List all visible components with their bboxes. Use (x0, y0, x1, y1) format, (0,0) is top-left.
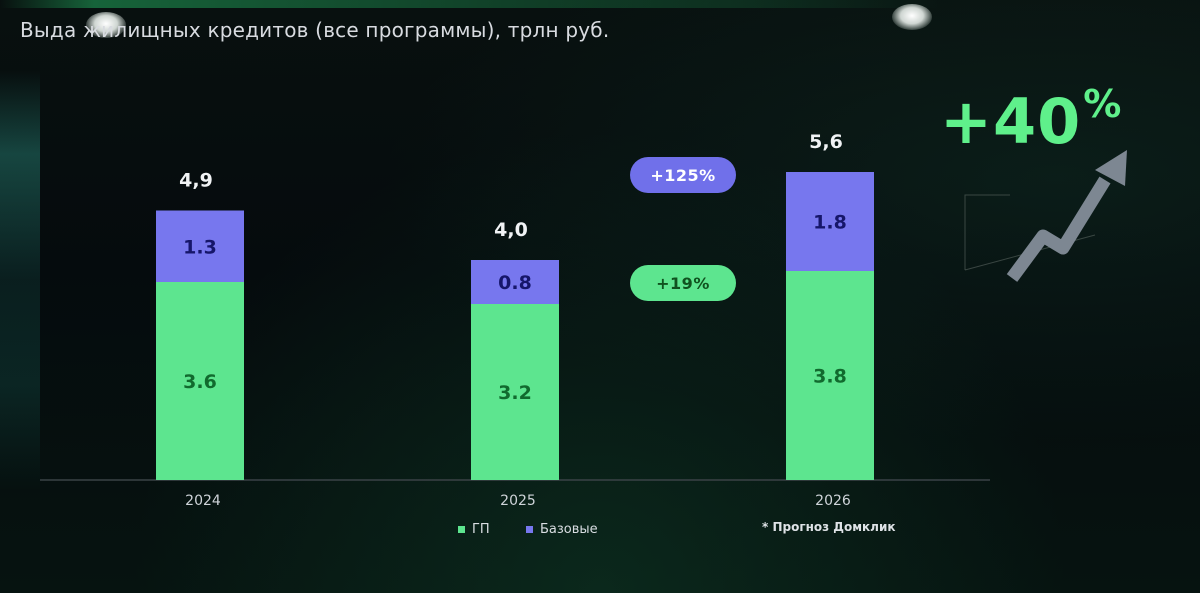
growth-badge: +40% (940, 82, 1122, 158)
stage-light-icon (892, 4, 932, 30)
x-tick-label: 2026 (815, 493, 851, 509)
bar-basic-2026 (786, 172, 874, 271)
bar-value-label: 3.2 (498, 382, 532, 404)
bar-value-label: 0.8 (498, 272, 532, 294)
legend-label-gp: ГП (472, 522, 490, 537)
x-tick-label: 2025 (500, 493, 536, 509)
bar-total-label: 4,9 (179, 170, 213, 192)
bar-value-label: 1.8 (813, 212, 847, 234)
bar-gp-2025 (471, 304, 559, 480)
bar-total-label: 4,0 (494, 219, 528, 241)
legend-label-basic: Базовые (540, 522, 598, 537)
bar-value-label: 3.8 (813, 366, 847, 388)
x-tick-label: 2024 (185, 493, 221, 509)
growth-badge-value: +40 (940, 85, 1082, 158)
bar-basic-2024 (156, 210, 244, 282)
legend-swatch-basic (526, 526, 533, 533)
forecast-footnote: * Прогноз Домклик (762, 520, 896, 534)
bar-value-label: 1.3 (183, 236, 217, 258)
growth-pill-gp: +19% (630, 265, 736, 301)
bar-gp-2026 (786, 271, 874, 480)
legend-item-basic: Базовые (526, 522, 598, 537)
trend-up-arrow-icon (964, 150, 1127, 282)
left-screen-glow (0, 70, 40, 490)
legend-swatch-gp (458, 526, 465, 533)
bar-basic-2025 (471, 260, 559, 304)
growth-pill-gp-label: +19% (656, 273, 710, 293)
bar-gp-2024 (156, 282, 244, 480)
stage-light-icon (86, 12, 126, 38)
bar-value-label: 3.6 (183, 371, 217, 393)
growth-pill-basic-label: +125% (650, 165, 716, 185)
top-accent-strip (0, 0, 940, 8)
legend-item-gp: ГП (458, 522, 490, 537)
bar-total-label: 5,6 (809, 131, 843, 153)
growth-badge-unit: % (1083, 82, 1123, 126)
growth-pill-basic: +125% (630, 157, 736, 193)
chart-title: Выда жилищных кредитов (все программы), … (20, 18, 610, 42)
